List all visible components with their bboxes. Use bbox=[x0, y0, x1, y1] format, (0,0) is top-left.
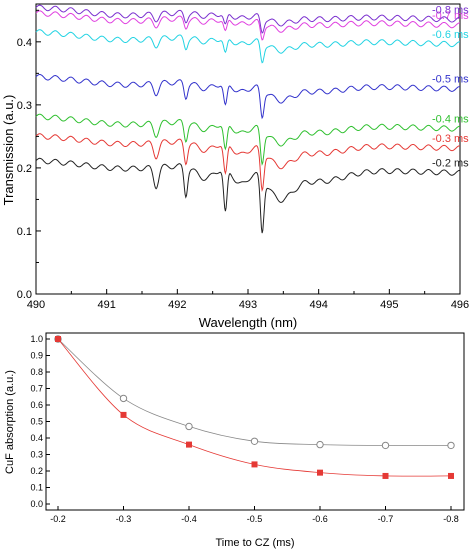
absorption-point-circle bbox=[381, 441, 390, 450]
transmission-x-tick-label: 495 bbox=[380, 299, 398, 311]
transmission-x-tick-label: 494 bbox=[309, 299, 327, 311]
absorption-x-tick-label: -0.2 bbox=[50, 514, 66, 524]
absorption-y-tick-label: 0.2 bbox=[30, 466, 43, 476]
absorption-y-tick-label: 0.5 bbox=[30, 417, 43, 427]
absorption-point-square bbox=[251, 461, 258, 468]
absorption-y-axis-label: CuF absorption (a.u.) bbox=[4, 370, 16, 474]
absorption-point-circle bbox=[316, 440, 324, 449]
transmission-series-line bbox=[35, 29, 461, 64]
absorption-x-tick-label: -0.7 bbox=[378, 514, 394, 524]
transmission-x-axis-label: Wavelength (nm) bbox=[199, 315, 298, 330]
absorption-plot-frame bbox=[45, 332, 465, 511]
transmission-series-label: -0.2 ms bbox=[432, 158, 469, 170]
absorption-axis-ticks: -0.2 -0.3 -0.4 -0.5 -0.6 -0.7 -0.8 0.0 0.1 0.2 0.3… bbox=[30, 334, 458, 524]
transmission-y-tick-label: 0.3 bbox=[17, 100, 32, 112]
absorption-x-tick-label: -0.4 bbox=[181, 514, 197, 524]
transmission-axis-ticks: 490 491 492 493 494 495 496 0.0 0.1 0.2 0.3 0.4 bbox=[17, 9, 469, 311]
transmission-series-line bbox=[35, 4, 461, 34]
absorption-x-tick-label: -0.5 bbox=[247, 514, 263, 524]
absorption-point-square bbox=[382, 472, 389, 479]
absorption-points-group bbox=[54, 335, 455, 479]
absorption-y-tick-label: 0.6 bbox=[30, 400, 43, 410]
transmission-series-label: -0.8 ms bbox=[432, 4, 469, 16]
transmission-plot-frame bbox=[35, 3, 461, 295]
transmission-series-line bbox=[35, 113, 460, 166]
absorption-y-tick-label: 1.0 bbox=[30, 334, 43, 344]
absorption-y-tick-label: 0.9 bbox=[30, 351, 43, 361]
absorption-y-tick-label: 0.3 bbox=[30, 450, 43, 460]
transmission-series-line bbox=[35, 10, 460, 41]
absorption-point-circle bbox=[250, 437, 259, 445]
absorption-series-line bbox=[57, 338, 452, 446]
transmission-series-label: -0.6 ms bbox=[432, 29, 469, 41]
absorption-x-tick-label: -0.3 bbox=[116, 514, 132, 524]
absorption-y-tick-label: 0.8 bbox=[30, 367, 43, 377]
transmission-chart: -0.2 ms -0.3 ms -0.4 ms -0.5 ms -0.6 ms -0.7 … bbox=[1, 3, 469, 330]
transmission-series-group: -0.2 ms -0.3 ms -0.4 ms -0.5 ms -0.6 ms -0.7 … bbox=[35, 4, 469, 234]
absorption-lines-group bbox=[57, 338, 452, 477]
absorption-point-square bbox=[186, 441, 192, 448]
absorption-chart: -0.2 -0.3 -0.4 -0.5 -0.6 -0.7 -0.8 0.0 0.1 0.2 0.3… bbox=[4, 332, 465, 549]
absorption-y-tick-label: 0.4 bbox=[30, 433, 43, 443]
transmission-series-label: -0.7 ms bbox=[432, 10, 469, 22]
absorption-series-line bbox=[57, 338, 452, 477]
transmission-series-line bbox=[35, 133, 460, 193]
transmission-series-line bbox=[35, 157, 461, 234]
transmission-series-label: -0.3 ms bbox=[432, 133, 469, 145]
absorption-y-tick-label: 0.1 bbox=[30, 483, 43, 493]
absorption-y-tick-label: 0.0 bbox=[30, 499, 43, 509]
transmission-series-label: -0.4 ms bbox=[432, 113, 469, 125]
absorption-point-square bbox=[448, 472, 454, 479]
transmission-x-tick-label: 492 bbox=[168, 299, 186, 311]
absorption-x-tick-label: -0.8 bbox=[443, 514, 459, 524]
absorption-point-circle bbox=[119, 394, 128, 403]
transmission-x-tick-label: 491 bbox=[97, 299, 115, 311]
absorption-x-axis-label: Time to CZ (ms) bbox=[215, 537, 294, 549]
absorption-y-tick-label: 0.7 bbox=[30, 384, 43, 394]
transmission-series-label: -0.5 ms bbox=[432, 74, 469, 86]
transmission-x-tick-label: 493 bbox=[239, 299, 257, 311]
transmission-x-tick-label: 490 bbox=[27, 299, 45, 311]
transmission-y-tick-label: 0.4 bbox=[17, 37, 32, 49]
absorption-point-square bbox=[120, 411, 127, 418]
absorption-x-tick-label: -0.6 bbox=[312, 514, 328, 524]
transmission-series-line bbox=[35, 74, 460, 120]
transmission-y-tick-label: 0.2 bbox=[17, 163, 32, 175]
transmission-y-tick-label: 0.1 bbox=[17, 226, 32, 238]
absorption-point-circle bbox=[447, 441, 455, 450]
transmission-y-tick-label: 0.0 bbox=[17, 289, 32, 301]
transmission-x-tick-label: 496 bbox=[451, 299, 469, 311]
absorption-point-square bbox=[55, 336, 61, 342]
transmission-y-axis-label: Transmission (a.u.) bbox=[1, 95, 16, 206]
absorption-point-circle bbox=[185, 422, 193, 431]
absorption-point-square bbox=[317, 469, 323, 476]
